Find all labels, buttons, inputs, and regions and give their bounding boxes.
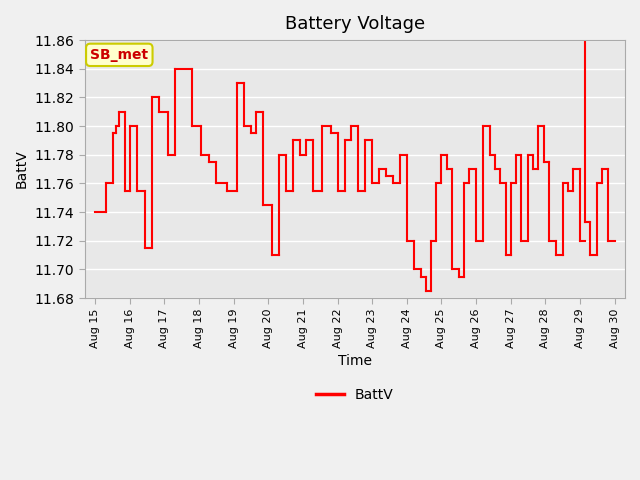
Y-axis label: BattV: BattV <box>15 150 29 189</box>
X-axis label: Time: Time <box>338 354 372 368</box>
Legend: BattV: BattV <box>310 383 399 408</box>
Title: Battery Voltage: Battery Voltage <box>285 15 425 33</box>
Text: SB_met: SB_met <box>90 48 148 62</box>
